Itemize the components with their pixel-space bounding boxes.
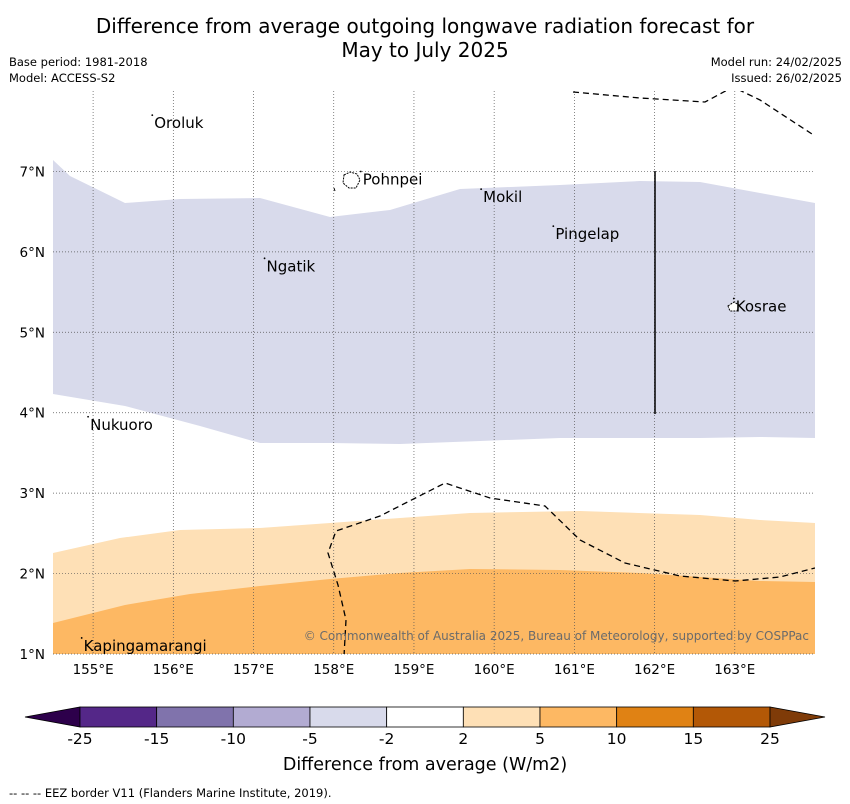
place-label: Oroluk [154, 114, 203, 132]
lat-tick-label: 5°N [20, 325, 45, 341]
eez-footnote: -- -- -- EEZ border V11 (Flanders Marine… [9, 786, 332, 800]
issued-date: Issued: 26/02/2025 [731, 71, 842, 85]
colorbar [24, 706, 826, 728]
pohnpei-islet-mark [333, 187, 336, 192]
graticule [53, 91, 815, 655]
colorbar-tick-label: -2 [378, 730, 395, 748]
lon-tick-label: 156°E [153, 662, 194, 678]
place-label: Pohnpei [363, 170, 423, 188]
lat-tick-label: 7°N [20, 164, 45, 180]
lon-tick-label: 162°E [634, 662, 675, 678]
colorbar-extend-low [24, 706, 81, 728]
meta-right: Model run: 24/02/2025 Issued: 26/02/2025 [711, 54, 842, 86]
colorbar-tick-label: -5 [302, 730, 318, 748]
anomaly-region-5-to-10 [53, 569, 815, 654]
island-dot [732, 297, 735, 300]
title-line-2: May to July 2025 [341, 38, 509, 62]
island-dot [480, 188, 483, 191]
model-run: Model run: 24/02/2025 [710, 55, 842, 69]
model-name: Model: ACCESS-S2 [9, 71, 116, 85]
lat-tick-label: 6°N [20, 245, 45, 261]
lon-tick-label: 159°E [393, 662, 434, 678]
map-title: Difference from average outgoing longwav… [0, 14, 850, 62]
anomaly-region-minus5-to-minus2 [53, 160, 815, 444]
colorbar-tick-label: -25 [67, 730, 93, 748]
colorbar-box [386, 706, 464, 728]
colorbar-box [462, 706, 541, 728]
island-dot [263, 257, 266, 260]
colorbar-extend-high [769, 706, 826, 728]
eez-border-north [572, 91, 813, 135]
meta-left: Base period: 1981-2018 Model: ACCESS-S2 [9, 54, 148, 86]
place-label: Ngatik [267, 257, 316, 275]
lat-tick-label: 3°N [20, 486, 45, 502]
colorbar-box [616, 706, 694, 728]
colorbar-tick-label: -10 [220, 730, 246, 748]
place-label: Pingelap [555, 225, 619, 243]
colorbar-tick-label: -15 [143, 730, 170, 748]
island-dot [80, 637, 83, 639]
lon-tick-label: 157°E [233, 662, 274, 678]
colorbar-box [692, 706, 771, 728]
place-label: Kapingamarangi [84, 637, 207, 655]
lon-tick-label: 160°E [474, 662, 515, 678]
lon-tick-label: 155°E [73, 662, 114, 678]
place-labels: Oroluk Pohnpei Mokil Pingelap Ngatik Kosrae Nu… [80, 114, 787, 655]
island-dot [552, 225, 555, 228]
title-line-1: Difference from average outgoing longwav… [95, 14, 755, 38]
colorbar-tick-label: 25 [760, 730, 780, 748]
island-dot [151, 114, 154, 117]
eez-borders [327, 91, 815, 654]
colorbar-box [309, 706, 388, 728]
base-period: Base period: 1981-2018 [9, 55, 148, 69]
lat-tick-label: 4°N [20, 406, 45, 422]
axis-tick-labels: 155°E 156°E 157°E 158°E 159°E 160°E 161°E 162°E… [20, 164, 756, 678]
colorbar-box [232, 706, 311, 728]
pohnpei-island-shape [342, 171, 361, 189]
lon-tick-label: 163°E [714, 662, 755, 678]
lon-tick-label: 158°E [313, 662, 354, 678]
copyright-notice: © Commonwealth of Australia 2025, Bureau… [303, 629, 809, 643]
lat-tick-label: 2°N [20, 567, 45, 583]
colorbar-tick-label: 5 [535, 730, 545, 748]
place-label: Mokil [483, 188, 522, 206]
colorbar-tick-label: 10 [606, 730, 627, 748]
colorbar-box [539, 706, 618, 728]
colorbar-box [79, 706, 158, 728]
island-dot [359, 170, 362, 173]
place-label: Nukuoro [90, 416, 153, 434]
kosrae-island-shape [727, 301, 740, 312]
colorbar-box [156, 706, 234, 728]
lat-tick-label: 1°N [20, 647, 45, 663]
lon-tick-label: 161°E [554, 662, 595, 678]
eez-border-south [327, 482, 815, 654]
island-dot [87, 415, 89, 418]
colorbar-tick-label: 15 [683, 730, 704, 748]
place-label: Kosrae [736, 298, 787, 316]
colorbar-title: Difference from average (W/m2) [282, 755, 568, 775]
colorbar-tick-label: 2 [458, 730, 469, 748]
anomaly-fields [53, 160, 815, 654]
